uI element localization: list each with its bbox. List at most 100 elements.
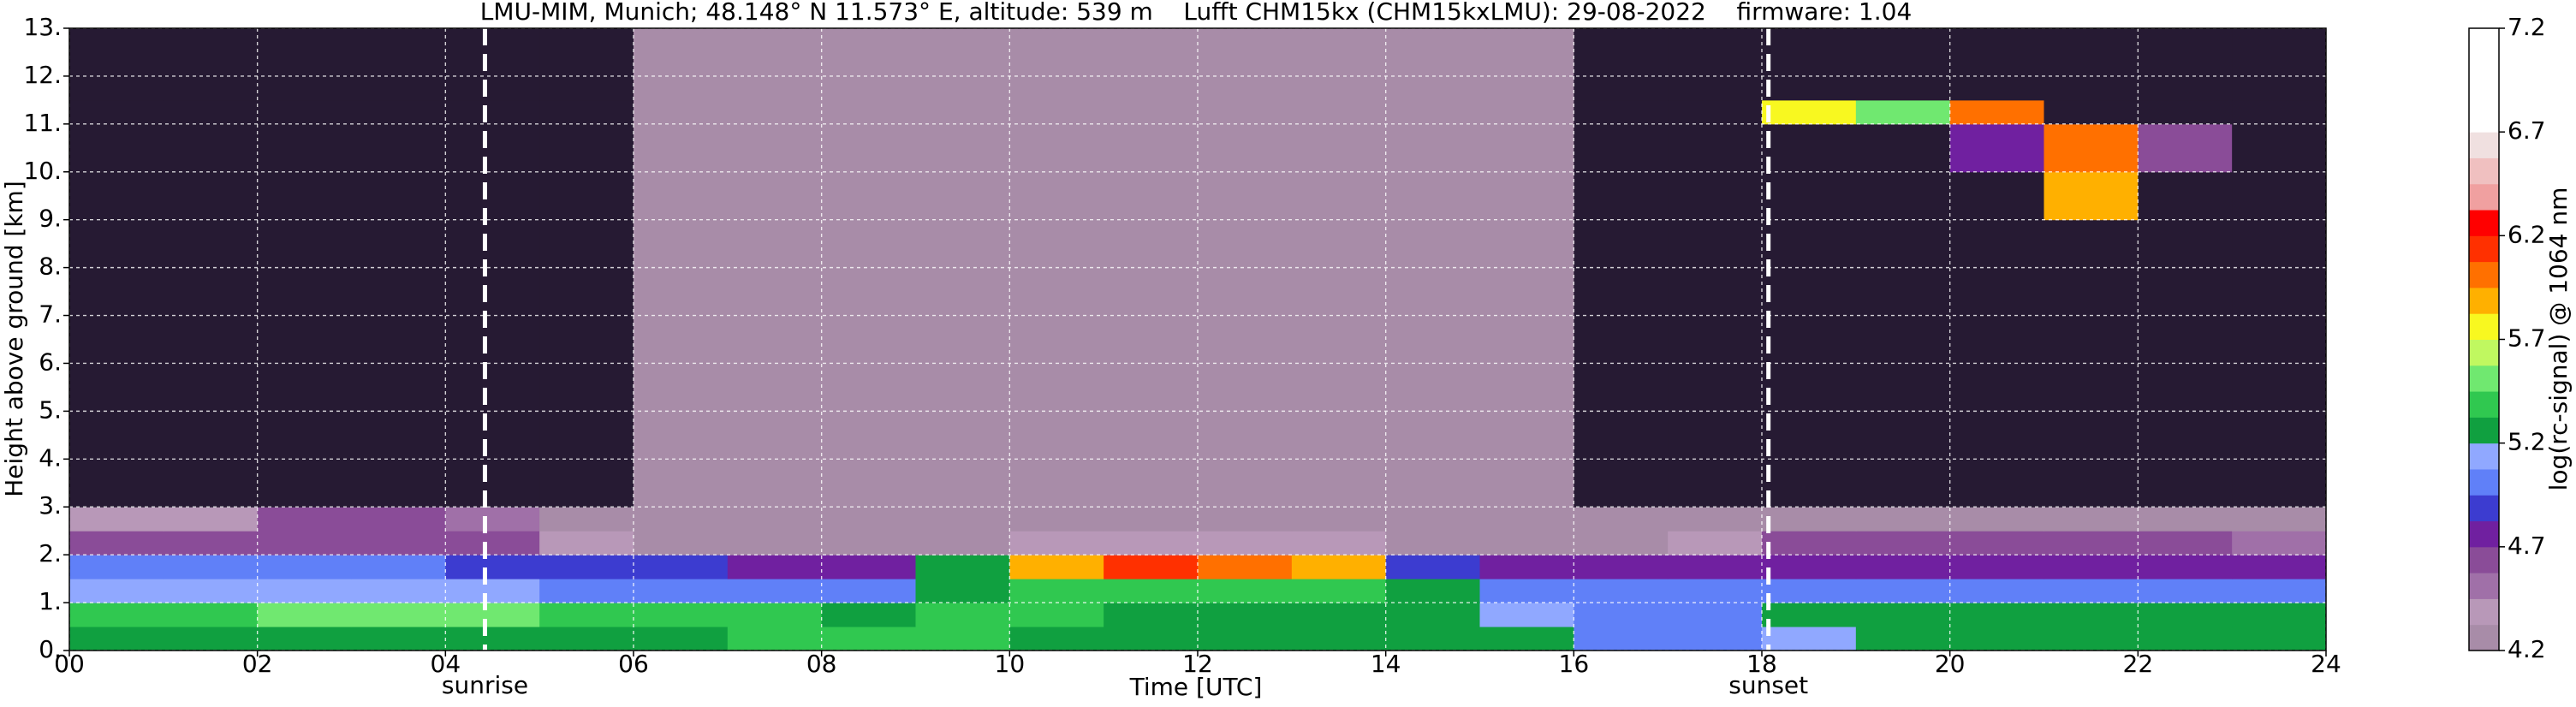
heatmap-cell bbox=[1198, 603, 1293, 627]
heatmap-cell bbox=[1762, 627, 1857, 651]
heatmap-cell bbox=[69, 555, 164, 579]
y-tick-label: 13. bbox=[23, 13, 62, 41]
y-tick-label: 0. bbox=[39, 635, 62, 663]
heatmap-cell bbox=[1574, 579, 1669, 603]
heatmap-cell bbox=[1104, 531, 1199, 556]
heatmap-cell bbox=[1385, 28, 1480, 101]
x-tick-label: 04 bbox=[431, 650, 461, 678]
heatmap-cell bbox=[634, 603, 729, 627]
heatmap-cell bbox=[1009, 99, 1104, 125]
heatmap-cell bbox=[1479, 603, 1574, 627]
heatmap-cell bbox=[1479, 531, 1574, 556]
heatmap-cell bbox=[257, 28, 352, 101]
heatmap-cell bbox=[1668, 507, 1763, 532]
plot-frame bbox=[68, 27, 2327, 651]
heatmap-cell bbox=[727, 603, 823, 627]
heatmap-cell bbox=[1385, 171, 1480, 221]
heatmap-cell bbox=[2138, 603, 2233, 627]
heatmap-cell bbox=[1855, 28, 1951, 101]
heatmap-cell bbox=[1479, 171, 1574, 221]
heatmap-cell bbox=[821, 627, 916, 651]
heatmap-cell bbox=[351, 579, 446, 603]
heatmap-cell bbox=[1762, 555, 1857, 579]
heatmap-cell bbox=[1104, 579, 1199, 603]
heatmap-cell bbox=[1198, 99, 1293, 125]
heatmap-cell bbox=[69, 627, 164, 651]
heatmap-cell bbox=[1574, 627, 1669, 651]
heatmap-cell bbox=[1762, 531, 1857, 556]
heatmap-cell bbox=[1855, 603, 1951, 627]
heatmap-cell bbox=[1009, 123, 1104, 173]
heatmap-cell bbox=[2138, 171, 2233, 221]
heatmap-cell bbox=[1949, 507, 2044, 532]
x-tick-label: 10 bbox=[995, 650, 1026, 678]
heatmap-cell bbox=[821, 219, 916, 508]
heatmap-cell bbox=[727, 99, 823, 125]
heatmap-cell bbox=[445, 531, 540, 556]
heatmap-cell bbox=[163, 28, 259, 101]
colorbar-tick-label: 5.7 bbox=[2508, 324, 2546, 353]
heatmap-cell bbox=[1009, 531, 1104, 556]
heatmap-cell bbox=[1949, 123, 2044, 173]
heatmap-cell bbox=[1574, 123, 1669, 173]
heatmap-cell bbox=[2232, 627, 2327, 651]
heatmap-cell bbox=[1668, 28, 1763, 101]
heatmap-cell bbox=[2232, 507, 2327, 532]
heatmap-cell bbox=[163, 99, 259, 125]
heatmap-cell bbox=[2232, 171, 2327, 221]
colorbar-step bbox=[2469, 624, 2499, 651]
heatmap-cell bbox=[2138, 99, 2233, 125]
heatmap-cell bbox=[69, 123, 164, 173]
heatmap-cell bbox=[2232, 28, 2327, 101]
heatmap-cell bbox=[163, 123, 259, 173]
colorbar-step bbox=[2469, 54, 2499, 81]
heatmap-cell bbox=[821, 603, 916, 627]
heatmap-cell bbox=[163, 507, 259, 532]
heatmap-cell bbox=[1855, 123, 1951, 173]
heatmap-cell bbox=[351, 171, 446, 221]
colorbar-step bbox=[2469, 365, 2499, 392]
heatmap-cell bbox=[1104, 627, 1199, 651]
heatmap-cell bbox=[634, 507, 729, 532]
heatmap-cell bbox=[915, 603, 1010, 627]
heatmap-cell bbox=[1479, 99, 1574, 125]
heatmap-cell bbox=[821, 99, 916, 125]
colorbar-tick-label: 4.2 bbox=[2508, 635, 2546, 663]
heatmap-cell bbox=[821, 507, 916, 532]
heatmap-cell bbox=[163, 171, 259, 221]
heatmap-cell bbox=[1198, 531, 1293, 556]
heatmap-cell bbox=[1104, 171, 1199, 221]
heatmap-cell bbox=[1762, 579, 1857, 603]
colorbar-step bbox=[2469, 80, 2499, 107]
colorbar-tick-label: 5.2 bbox=[2508, 428, 2546, 456]
x-tick-label: 02 bbox=[242, 650, 273, 678]
heatmap-cell bbox=[1855, 555, 1951, 579]
heatmap-cell bbox=[539, 99, 634, 125]
heatmap-cell bbox=[1668, 99, 1763, 125]
colorbar-step bbox=[2469, 495, 2499, 522]
heatmap-cell bbox=[1291, 171, 1387, 221]
colorbar-step bbox=[2469, 105, 2499, 133]
heatmap-cell bbox=[163, 627, 259, 651]
heatmap-cell bbox=[163, 579, 259, 603]
colorbar-step bbox=[2469, 443, 2499, 470]
y-tick-label: 5. bbox=[39, 395, 62, 424]
colorbar-step bbox=[2469, 210, 2499, 236]
heatmap-cell bbox=[539, 531, 634, 556]
heatmap-cell bbox=[1009, 555, 1104, 579]
heatmap-cell bbox=[915, 531, 1010, 556]
heatmap-cell bbox=[445, 603, 540, 627]
heatmap-cell bbox=[1291, 531, 1387, 556]
heatmap-cell bbox=[1479, 123, 1574, 173]
heatmap-cell bbox=[1949, 627, 2044, 651]
heatmap-cell bbox=[539, 28, 634, 101]
heatmap-cell bbox=[2138, 555, 2233, 579]
heatmap-cell bbox=[1198, 627, 1293, 651]
heatmap-cell bbox=[1855, 219, 1951, 508]
heatmap-cell bbox=[2138, 579, 2233, 603]
heatmap-cell bbox=[2232, 99, 2327, 125]
y-tick-label: 4. bbox=[39, 443, 62, 472]
heatmap-cell bbox=[1949, 28, 2044, 101]
heatmap-cell bbox=[351, 28, 446, 101]
colorbar-step bbox=[2469, 157, 2499, 185]
